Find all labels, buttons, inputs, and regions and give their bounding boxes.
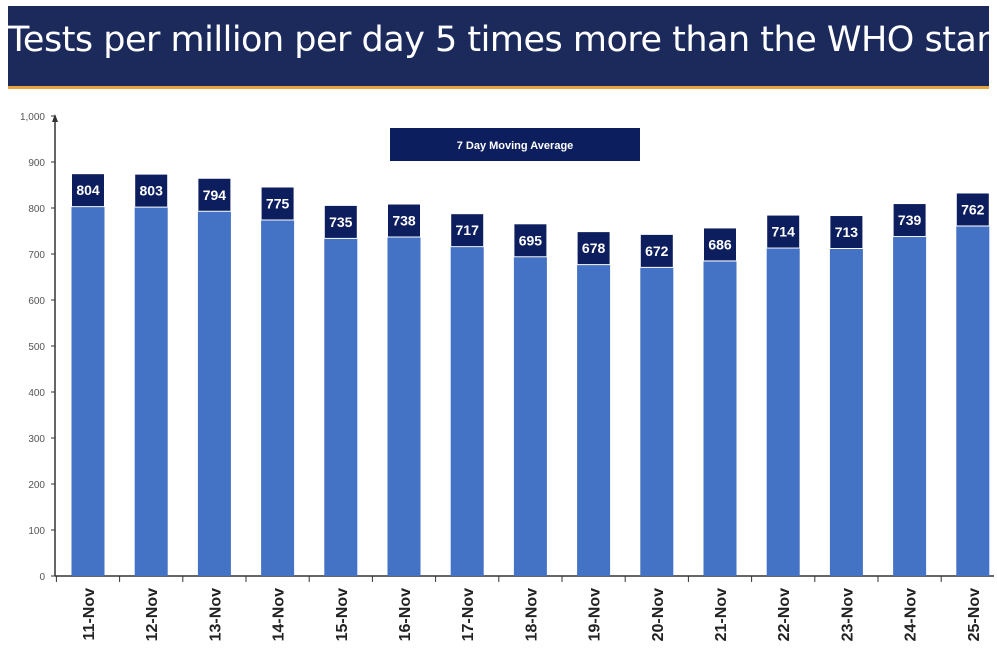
y-tick-label: 900 bbox=[28, 158, 45, 169]
data-label: 717 bbox=[456, 222, 480, 238]
y-tick-label: 600 bbox=[28, 296, 45, 307]
x-tick-label: 16-Nov bbox=[397, 588, 414, 641]
data-label-box bbox=[198, 178, 231, 211]
data-label-box bbox=[514, 224, 547, 257]
data-label-box bbox=[767, 215, 800, 248]
data-label: 672 bbox=[645, 243, 669, 259]
x-tick-label: 20-Nov bbox=[650, 588, 667, 641]
x-tick-label: 11-Nov bbox=[81, 588, 98, 641]
data-label-box bbox=[830, 216, 863, 249]
y-tick-label: 700 bbox=[28, 250, 45, 261]
x-tick-label: 24-Nov bbox=[903, 588, 920, 641]
data-label-box bbox=[577, 232, 610, 265]
y-axis-arrow bbox=[52, 114, 58, 122]
bar bbox=[71, 206, 105, 576]
bar bbox=[324, 237, 358, 576]
y-tick-label: 300 bbox=[28, 434, 45, 445]
bar bbox=[640, 266, 674, 576]
legend-label: 7 Day Moving Average bbox=[457, 140, 574, 152]
data-label-box bbox=[324, 205, 357, 238]
x-tick-label: 21-Nov bbox=[713, 588, 730, 641]
bar bbox=[261, 219, 295, 576]
data-label: 762 bbox=[961, 201, 985, 217]
data-label: 735 bbox=[329, 214, 353, 230]
x-tick-label: 22-Nov bbox=[776, 588, 793, 641]
data-label: 775 bbox=[266, 196, 290, 212]
x-tick-label: 12-Nov bbox=[144, 588, 161, 641]
x-tick-label: 15-Nov bbox=[334, 588, 351, 641]
data-label: 794 bbox=[203, 187, 227, 203]
data-label-box bbox=[640, 234, 673, 267]
data-label: 739 bbox=[898, 212, 922, 228]
data-label-box bbox=[72, 174, 104, 207]
data-label-box bbox=[451, 214, 484, 247]
x-tick-label: 14-Nov bbox=[271, 588, 288, 641]
bar bbox=[450, 246, 484, 576]
slide-title: Tests per million per day 5 times more t… bbox=[8, 20, 997, 60]
bar bbox=[197, 210, 231, 576]
y-tick-label: 500 bbox=[28, 342, 45, 353]
bar bbox=[134, 206, 168, 576]
data-label: 686 bbox=[708, 236, 732, 252]
data-label-box bbox=[388, 204, 420, 237]
data-label: 695 bbox=[519, 232, 543, 248]
x-tick-label: 18-Nov bbox=[523, 588, 540, 641]
chart-x-tick-labels: 11-Nov 12-Nov 13-Nov 14-Nov 15-Nov 16-Nov 17-N… bbox=[55, 576, 983, 641]
data-label: 804 bbox=[76, 182, 100, 198]
data-label-box bbox=[704, 228, 736, 261]
bar bbox=[703, 260, 737, 576]
chart-legend: 7 Day Moving Average bbox=[390, 128, 640, 161]
chart-bars bbox=[71, 205, 990, 577]
bar bbox=[829, 248, 863, 576]
y-tick-label: 0 bbox=[39, 572, 45, 583]
y-tick-label: 100 bbox=[28, 526, 45, 537]
y-tick-label: 200 bbox=[28, 480, 45, 491]
legend-box bbox=[390, 128, 640, 161]
data-label: 803 bbox=[140, 183, 164, 199]
chart-y-tick-labels: 0 100 200 300 400 500 600 700 800 900 1,000 bbox=[20, 112, 55, 583]
bar bbox=[513, 256, 547, 576]
data-label-box bbox=[261, 187, 294, 220]
x-tick-label: 23-Nov bbox=[839, 588, 856, 641]
data-label: 713 bbox=[835, 224, 859, 240]
data-label: 738 bbox=[392, 213, 416, 229]
y-tick-label: 400 bbox=[28, 388, 45, 399]
data-label-box bbox=[956, 193, 989, 226]
bar bbox=[387, 236, 421, 576]
bar bbox=[893, 236, 927, 576]
title-banner: Tests per million per day 5 times more t… bbox=[8, 6, 997, 89]
x-tick-label: 17-Nov bbox=[460, 588, 477, 641]
data-label: 714 bbox=[772, 224, 796, 240]
x-tick-label: 25-Nov bbox=[966, 588, 983, 641]
bar bbox=[766, 247, 800, 576]
data-label-box bbox=[135, 174, 168, 207]
data-label: 678 bbox=[582, 240, 606, 256]
data-label-box bbox=[893, 204, 926, 237]
y-tick-label: 1,000 bbox=[20, 112, 45, 123]
x-tick-label: 13-Nov bbox=[207, 588, 224, 641]
x-tick-label: 19-Nov bbox=[587, 588, 604, 641]
bar bbox=[956, 225, 990, 577]
chart-data-labels: 804 803 794 775 735 738 717 695 678 672 686 714 713 7… bbox=[72, 174, 989, 267]
y-tick-label: 800 bbox=[28, 204, 45, 215]
bar bbox=[577, 264, 611, 576]
